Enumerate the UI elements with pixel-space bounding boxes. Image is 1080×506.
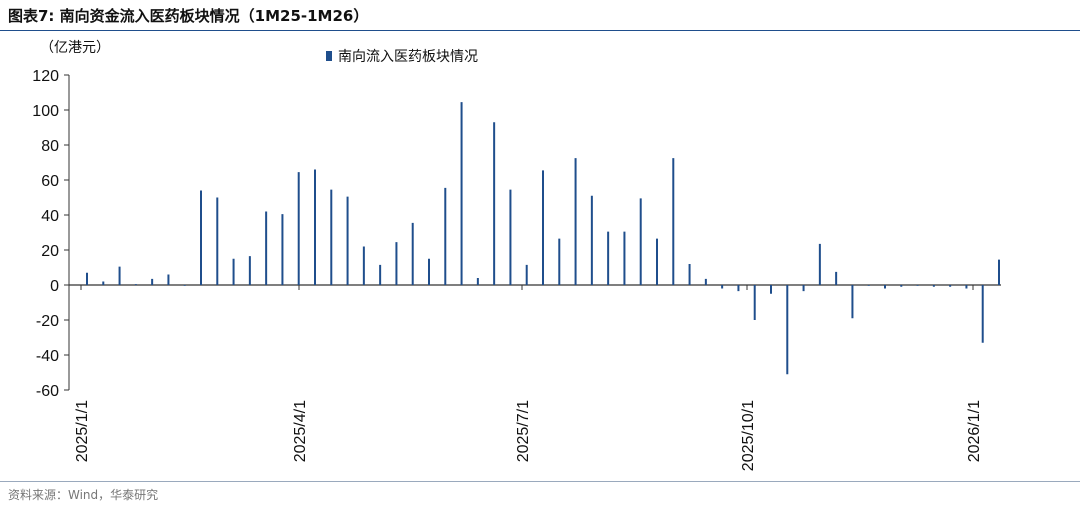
bar <box>476 278 479 285</box>
figure-title: 图表7: 南向资金流入医药板块情况（1M25-1M26） <box>8 7 369 25</box>
bar <box>900 285 903 287</box>
bar <box>444 187 447 286</box>
y-tick-label: 20 <box>41 243 59 260</box>
bar <box>704 278 707 286</box>
bar <box>200 190 202 285</box>
bar <box>590 195 593 285</box>
bar <box>607 231 610 286</box>
bar <box>786 285 789 375</box>
bar <box>639 198 642 286</box>
bar <box>867 285 870 286</box>
bar <box>346 196 349 286</box>
footer-divider <box>0 481 1080 482</box>
bar <box>183 285 186 286</box>
bar-series <box>86 102 1000 375</box>
y-tick-label: 60 <box>41 173 59 190</box>
y-tick-label: 100 <box>32 103 59 120</box>
y-tick-label: 40 <box>41 208 59 225</box>
bar <box>395 242 398 286</box>
x-tick-label: 2025/4/1 <box>292 400 309 462</box>
bar <box>998 259 1000 286</box>
legend-swatch <box>326 51 332 61</box>
bar <box>428 258 430 285</box>
y-axis: 120 100 80 60 40 20 0 -20 -40 -60 <box>32 68 70 400</box>
y-tick-label: 0 <box>50 278 59 295</box>
bar <box>493 122 496 285</box>
bar <box>818 243 821 286</box>
y-tick-label: -60 <box>36 383 59 400</box>
bar <box>574 158 577 286</box>
bar <box>916 285 919 286</box>
title-bar: 图表7: 南向资金流入医药板块情况（1M25-1M26） <box>0 0 1080 31</box>
bar-chart: 120 100 80 60 40 20 0 -20 -40 -60 2025/1/1 2025/4/… <box>32 40 1001 471</box>
y-tick-label: -20 <box>36 313 59 330</box>
bar <box>949 285 952 287</box>
bar <box>297 172 300 286</box>
bar <box>151 278 154 286</box>
bar <box>248 256 251 286</box>
bar <box>981 285 984 343</box>
bar <box>542 170 544 286</box>
y-tick-label: 120 <box>32 68 59 85</box>
bar <box>411 222 414 286</box>
bar <box>134 284 137 286</box>
bar <box>232 258 235 285</box>
bar <box>884 285 886 289</box>
bar <box>965 285 968 289</box>
y-axis-label: （亿港元） <box>40 40 110 56</box>
bar <box>737 285 740 292</box>
x-tick-label: 2025/10/1 <box>740 400 757 471</box>
bar <box>623 231 626 286</box>
bar <box>362 246 365 285</box>
bar <box>558 238 561 286</box>
bar <box>460 102 463 286</box>
bar <box>102 281 105 285</box>
y-tick-label: 80 <box>41 138 59 155</box>
bar <box>721 285 724 289</box>
bar <box>330 189 333 286</box>
bar <box>118 266 121 286</box>
bar <box>753 285 756 320</box>
bar <box>770 285 772 294</box>
bar <box>281 214 284 286</box>
bar <box>672 158 675 286</box>
bar <box>802 285 805 292</box>
legend: 南向流入医药板块情况 <box>326 49 478 65</box>
bar <box>525 264 528 286</box>
bar <box>932 285 935 287</box>
x-axis: 2025/1/1 2025/4/1 2025/7/1 2025/10/1 2026/1/… <box>69 284 1001 471</box>
bar <box>216 197 219 285</box>
legend-label: 南向流入医药板块情况 <box>338 49 478 65</box>
bar <box>379 264 382 286</box>
bar <box>835 271 838 286</box>
x-tick-label: 2025/1/1 <box>74 400 91 462</box>
bar <box>86 272 88 285</box>
x-tick-label: 2026/1/1 <box>966 400 983 462</box>
bar <box>851 285 854 319</box>
bar <box>688 264 691 285</box>
bar <box>509 189 512 286</box>
source-note: 资料来源：Wind，华泰研究 <box>8 488 159 502</box>
bar <box>167 274 170 285</box>
y-tick-label: -40 <box>36 348 59 365</box>
bar <box>265 211 268 285</box>
x-tick-label: 2025/7/1 <box>515 400 532 462</box>
bar <box>656 238 658 286</box>
bar <box>314 169 316 285</box>
